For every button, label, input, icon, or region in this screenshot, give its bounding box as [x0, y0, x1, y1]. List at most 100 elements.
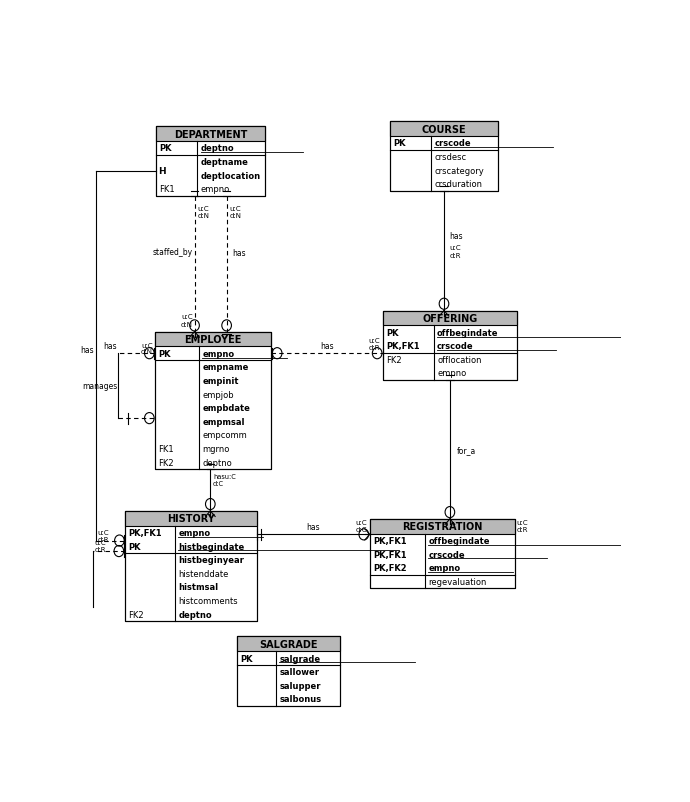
Text: empno: empno: [178, 529, 210, 537]
Text: empjob: empjob: [202, 390, 234, 399]
Bar: [155, 332, 271, 469]
Text: empinit: empinit: [202, 376, 239, 386]
Text: u:C: u:C: [449, 245, 461, 251]
Text: u:C: u:C: [181, 314, 193, 320]
Bar: [155, 332, 271, 347]
Text: u:C: u:C: [97, 529, 109, 535]
Text: d:N: d:N: [197, 213, 209, 219]
Text: d:R: d:R: [449, 253, 461, 258]
Text: empno: empno: [201, 185, 230, 194]
Text: histenddate: histenddate: [178, 569, 228, 578]
Text: PK: PK: [240, 654, 253, 662]
Text: H: H: [159, 167, 166, 176]
Text: crsdesc: crsdesc: [434, 153, 466, 162]
Text: u:C: u:C: [517, 520, 529, 525]
Text: histbegindate: histbegindate: [178, 542, 245, 551]
Text: salgrade: salgrade: [279, 654, 320, 662]
Text: has: has: [449, 231, 463, 241]
Text: PK,FK1: PK,FK1: [373, 550, 406, 559]
Text: empcomm: empcomm: [202, 431, 247, 439]
Bar: [370, 519, 515, 534]
Text: manages: manages: [82, 382, 117, 391]
Bar: [125, 511, 257, 526]
Text: histmsal: histmsal: [178, 583, 219, 592]
Text: d:R: d:R: [369, 345, 380, 350]
Text: d:N: d:N: [181, 321, 193, 327]
Text: deptlocation: deptlocation: [201, 172, 261, 180]
Text: mgrno: mgrno: [202, 444, 230, 453]
Text: empno: empno: [437, 369, 466, 378]
Bar: [390, 122, 498, 192]
Text: OFFERING: OFFERING: [422, 314, 477, 323]
Text: d:N: d:N: [229, 213, 242, 219]
Bar: [383, 311, 517, 380]
Text: has: has: [307, 523, 320, 532]
Text: crsduration: crsduration: [434, 180, 482, 189]
Text: PK,FK1: PK,FK1: [386, 342, 420, 350]
Text: crscode: crscode: [437, 342, 473, 350]
Bar: [383, 311, 517, 380]
Text: crscategory: crscategory: [434, 167, 484, 176]
Text: FK2: FK2: [386, 355, 402, 364]
Text: hasu:C: hasu:C: [213, 474, 236, 480]
Text: d:N: d:N: [141, 349, 153, 355]
Text: d:C: d:C: [355, 527, 367, 533]
Bar: [383, 311, 517, 326]
Text: d:C: d:C: [213, 480, 224, 487]
Text: for_a: for_a: [456, 445, 475, 454]
Text: COURSE: COURSE: [422, 124, 466, 135]
Text: DEPARTMENT: DEPARTMENT: [174, 130, 247, 140]
Text: staffed_by: staffed_by: [152, 247, 193, 257]
Text: deptno: deptno: [202, 458, 232, 467]
Text: empmsal: empmsal: [202, 417, 245, 426]
Text: deptno: deptno: [178, 610, 212, 619]
Text: has: has: [81, 346, 95, 354]
Text: SALGRADE: SALGRADE: [259, 639, 317, 649]
Bar: [237, 637, 339, 651]
Text: FK2: FK2: [158, 458, 173, 467]
Text: empno: empno: [428, 564, 460, 573]
Text: PK: PK: [393, 140, 406, 148]
Text: d:R: d:R: [95, 546, 106, 553]
Text: regevaluation: regevaluation: [428, 577, 486, 586]
Bar: [156, 128, 266, 142]
Text: u:C: u:C: [197, 205, 209, 212]
Text: PK: PK: [159, 144, 172, 153]
Text: HISTORY: HISTORY: [167, 513, 215, 524]
Bar: [237, 637, 339, 706]
Text: crscode: crscode: [428, 550, 465, 559]
Text: salbonus: salbonus: [279, 695, 322, 703]
Bar: [155, 332, 271, 469]
Bar: [237, 637, 339, 706]
Text: offbegindate: offbegindate: [437, 328, 499, 338]
Text: FK1: FK1: [158, 444, 173, 453]
Text: histbeginyear: histbeginyear: [178, 556, 244, 565]
Text: d:R: d:R: [517, 527, 529, 533]
Text: PK,FK2: PK,FK2: [373, 564, 406, 573]
Text: has: has: [232, 249, 246, 257]
Bar: [125, 511, 257, 621]
Text: u:C: u:C: [355, 520, 367, 525]
Text: empname: empname: [202, 363, 248, 372]
Text: offlocation: offlocation: [437, 355, 482, 364]
Text: crscode: crscode: [434, 140, 471, 148]
Text: FK2: FK2: [128, 610, 144, 619]
Text: PK,FK1: PK,FK1: [128, 529, 161, 537]
Text: histcomments: histcomments: [178, 596, 238, 606]
Bar: [390, 122, 498, 192]
Text: empbdate: empbdate: [202, 403, 250, 412]
Bar: [125, 511, 257, 621]
Text: deptname: deptname: [201, 158, 248, 167]
Text: sallower: sallower: [279, 667, 319, 676]
Text: PK: PK: [386, 328, 399, 338]
Text: REGISTRATION: REGISTRATION: [402, 521, 482, 532]
Text: u:C: u:C: [141, 342, 153, 348]
Text: FK1: FK1: [159, 185, 175, 194]
Bar: [390, 122, 498, 137]
Bar: [156, 128, 266, 196]
Text: PK,FK1: PK,FK1: [373, 537, 406, 545]
Text: u:C: u:C: [229, 205, 241, 212]
Bar: [156, 128, 266, 196]
Bar: [370, 519, 515, 589]
Text: PK: PK: [158, 349, 170, 358]
